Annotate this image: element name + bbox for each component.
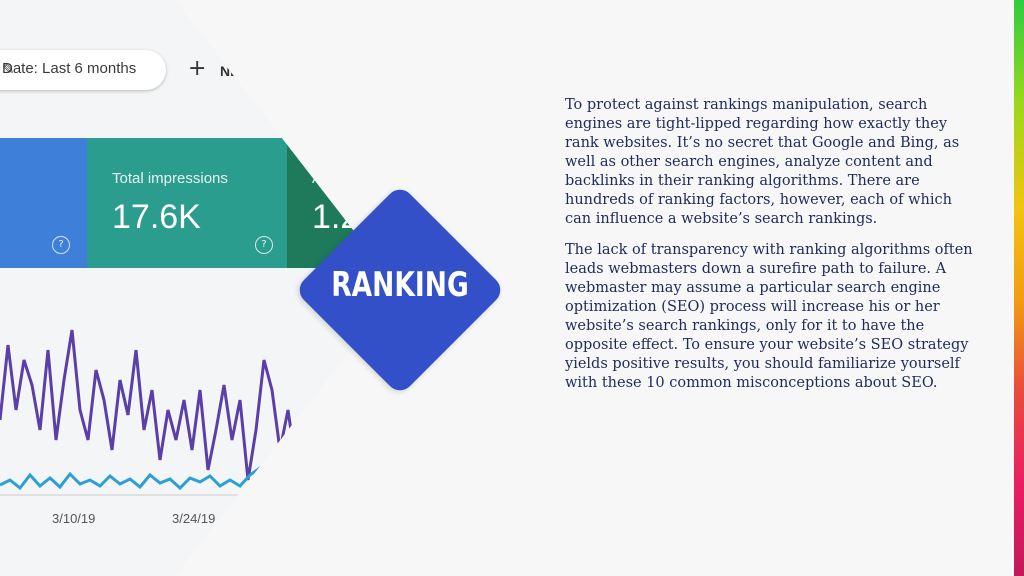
badge-label: RANKING [331, 265, 469, 305]
plus-icon: + [188, 56, 207, 81]
metric-label: Total impressions [112, 170, 228, 187]
x-tick-label: 3/10/19 [52, 511, 96, 526]
impressions-line [0, 329, 330, 481]
date-range-label: Date: Last 6 months [2, 60, 137, 77]
rainbow-accent-strip [1014, 0, 1024, 576]
paragraph: The lack of transparency with ranking al… [565, 242, 973, 391]
body-text: To protect against rankings manipulation… [565, 96, 975, 405]
metric-card-clicks: ? [0, 138, 87, 268]
help-icon: ? [255, 236, 273, 254]
metric-card-impressions: Total impressions 17.6K ? [87, 138, 287, 268]
x-tick-label: 3/24/19 [172, 511, 216, 526]
new-button-label: NEV [220, 63, 249, 79]
metric-value: 17.6K [112, 198, 201, 236]
help-icon: ? [52, 236, 70, 254]
date-range-chip: Date: Last 6 months ✎ [0, 50, 166, 90]
ranking-badge: RANKING [293, 183, 507, 397]
clicks-line [0, 465, 331, 491]
pencil-icon: ✎ [2, 61, 15, 78]
paragraph: To protect against rankings manipulation… [565, 97, 960, 227]
